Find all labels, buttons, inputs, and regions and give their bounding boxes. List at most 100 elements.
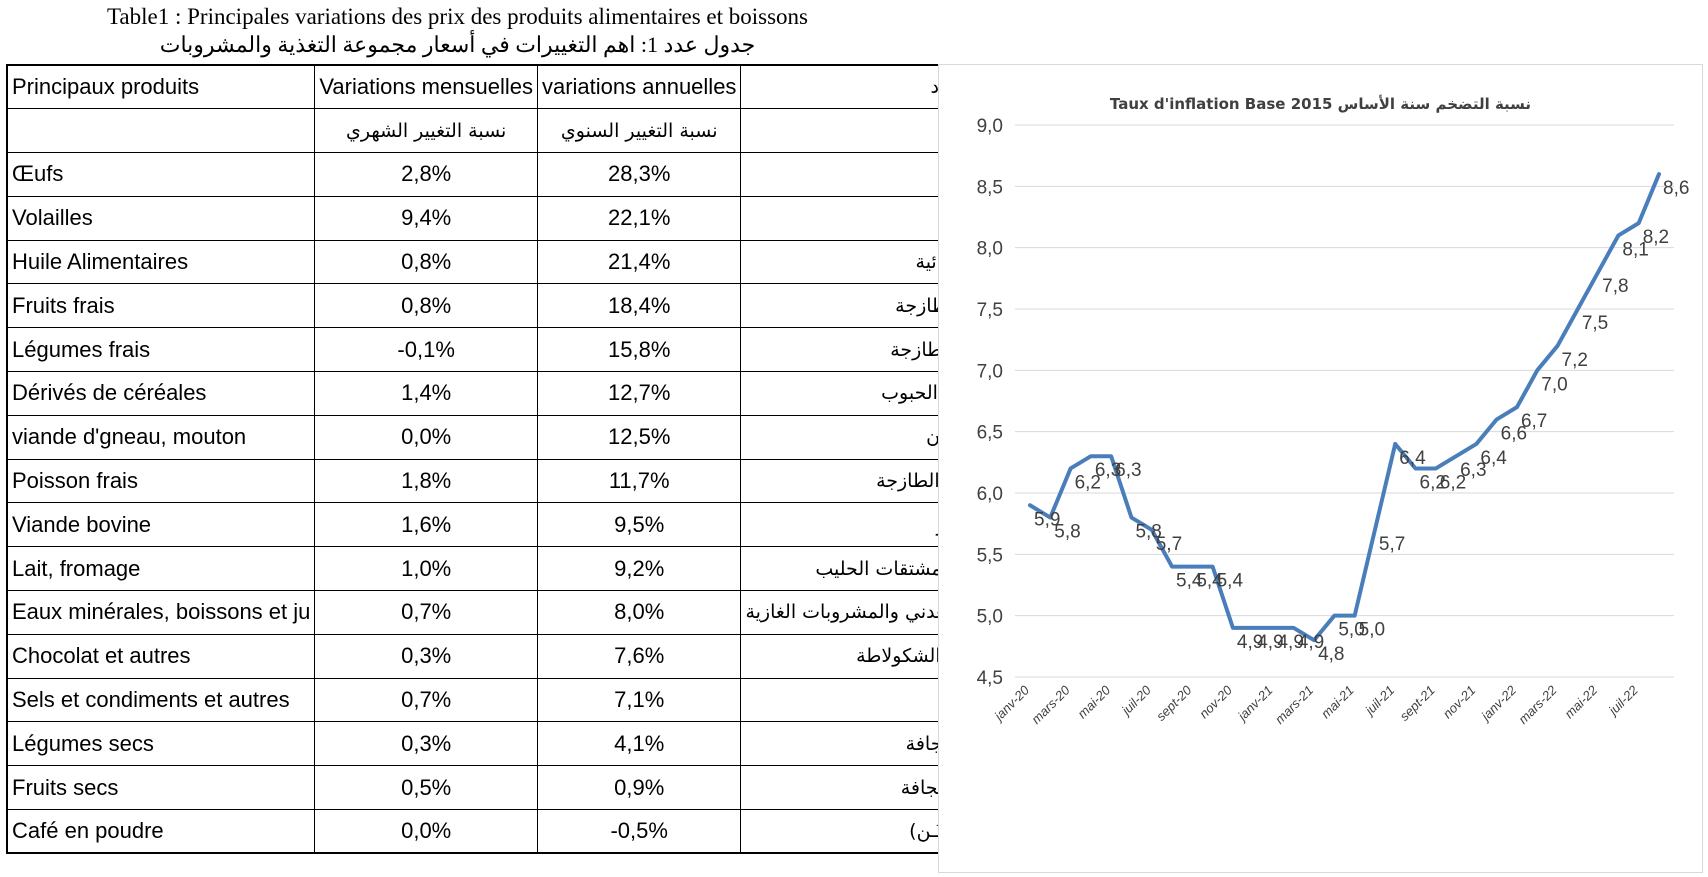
product-fr: Chocolat et autres [6,633,316,679]
header-row-ar: نسبة التغيير الشهري نسبة التغيير السنوي [6,108,1016,154]
annual-variation: 15,8% [536,327,742,373]
monthly-variation: 0,0% [314,809,538,854]
annual-variation: 18,4% [536,283,742,329]
annual-variation: 7,6% [536,633,742,679]
x-tick-label: mars-20 [1028,682,1073,727]
x-tick-label: janv-21 [1233,683,1275,725]
monthly-variation: 0,7% [314,590,538,635]
monthly-variation: 0,5% [314,765,538,811]
data-label: 5,8 [1135,522,1161,543]
data-point [1191,566,1193,568]
product-fr: Sels et condiments et autres [6,677,316,723]
data-point [1536,369,1538,371]
monthly-variation: -0,1% [314,327,538,373]
x-tick-label: mars-22 [1515,682,1560,727]
data-point [1415,467,1417,469]
header-monthly-ar: نسبة التغيير الشهري [314,108,538,154]
monthly-variation: 0,0% [314,414,538,460]
data-point [1313,639,1315,641]
data-point [1435,467,1437,469]
x-tick-label: nov-21 [1440,683,1479,722]
table-row: Légumes frais-0,1%15,8%الخضر الطازجة [6,327,1016,373]
monthly-variation: 0,3% [314,633,538,679]
product-fr: viande d'gneau, mouton [6,414,316,460]
x-tick-label: juil-22 [1604,682,1641,719]
data-point [1638,222,1640,224]
x-tick-label: sept-21 [1397,683,1438,724]
data-point [1496,418,1498,420]
header-annual-ar: نسبة التغيير السنوي [536,108,742,154]
annual-variation: 9,2% [536,546,742,592]
data-point [1070,467,1072,469]
data-point [1557,345,1559,347]
data-label: 4,8 [1318,644,1344,665]
y-tick-label: 6,0 [977,484,1003,505]
x-tick-label: mai-21 [1318,683,1357,722]
annual-variation: 9,5% [536,502,742,548]
y-tick-label: 5,5 [977,545,1003,566]
product-fr: Légumes frais [6,327,316,373]
annual-variation: 8,0% [536,590,742,635]
annual-variation: 12,7% [536,371,742,416]
header-row: Principaux produits Variations mensuelle… [6,64,1016,110]
data-label: 6,2 [1420,472,1446,493]
price-variations-table: Principaux produits Variations mensuelle… [6,64,1017,855]
data-point [1212,566,1214,568]
y-tick-label: 8,5 [977,177,1003,198]
header-annual: variations annuelles [536,64,742,110]
product-fr: Fruits secs [6,765,316,811]
data-label: 5,4 [1217,571,1244,592]
table-row: Chocolat et autres 0,3% 7,6% الحلوى والشكول… [6,633,1016,679]
data-label: 7,0 [1541,374,1567,395]
data-label: 4,9 [1257,632,1283,653]
data-label: 7,8 [1602,276,1628,297]
data-label: 5,9 [1034,509,1060,530]
monthly-variation: 0,8% [314,283,538,329]
y-tick-label: 8,0 [977,239,1003,260]
data-label: 4,9 [1237,632,1263,653]
x-tick-label: mai-22 [1562,682,1601,721]
data-label: 6,3 [1460,460,1486,481]
x-tick-label: nov-20 [1196,682,1235,721]
table-title-ar: جدول عدد 1: اهم التغييرات في أسعار مجموع… [159,32,756,57]
data-label: 6,2 [1075,472,1101,493]
annual-variation: 22,1% [536,195,742,241]
annual-variation: 7,1% [536,677,742,723]
data-label: 5,8 [1054,522,1080,543]
data-label: 8,2 [1643,227,1669,248]
data-point [1130,517,1132,519]
product-fr: Café en poudre [6,809,316,854]
data-label: 7,2 [1562,350,1588,371]
data-label: 4,9 [1277,632,1303,653]
data-point [1658,173,1660,175]
data-point [1252,627,1254,629]
data-label: 5,0 [1338,620,1364,641]
annual-variation: 12,5% [536,414,742,460]
monthly-variation: 9,4% [314,195,538,241]
monthly-variation: 1,0% [314,546,538,592]
data-point [1475,443,1477,445]
table-row: Eaux minérales, boissons et ju 0,7% 8,0% ال… [6,590,1016,635]
x-tick-label: janv-22 [1477,682,1520,725]
data-point [1049,517,1051,519]
product-fr: Œufs [6,152,316,197]
table-body: Œufs2,8%28,3%البيضVolailles9,4%22,1%الدو… [6,152,1016,854]
data-point [1617,234,1619,236]
data-label: 6,3 [1115,460,1141,481]
data-label: 8,1 [1622,239,1648,260]
data-label: 6,2 [1440,472,1466,493]
product-fr: Viande bovine [6,502,316,548]
data-point [1516,406,1518,408]
annual-variation: -0,5% [536,809,742,854]
data-point [1151,529,1153,531]
product-fr: Eaux minérales, boissons et ju [6,590,316,635]
monthly-variation: 1,4% [314,371,538,416]
data-point [1374,529,1376,531]
